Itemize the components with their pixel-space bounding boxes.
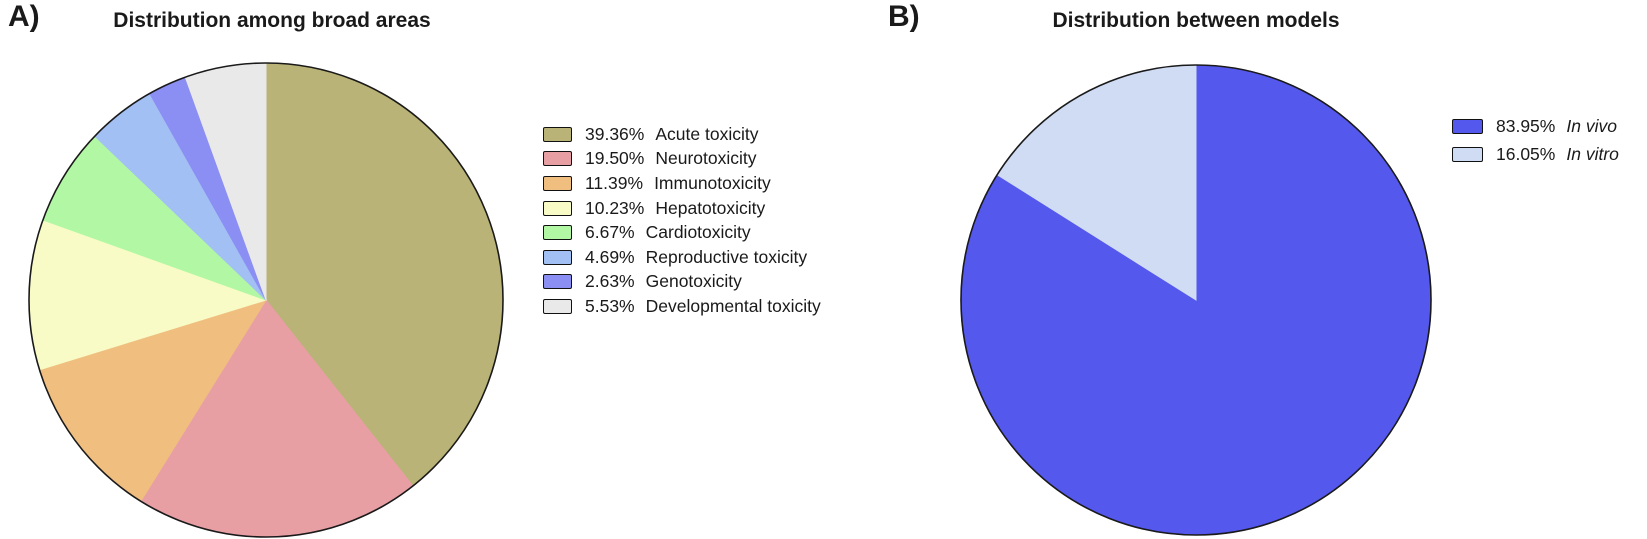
legend-item-acute-toxicity: 39.36% Acute toxicity	[543, 122, 821, 147]
legend-models: 83.95% In vivo 16.05% In vitro	[1452, 112, 1619, 169]
legend-item-in-vitro: 16.05% In vitro	[1452, 141, 1619, 170]
legend-item-genotoxicity: 2.63% Genotoxicity	[543, 270, 821, 295]
legend-item-reproductive-toxicity: 4.69% Reproductive toxicity	[543, 245, 821, 270]
legend-swatch	[543, 225, 572, 241]
legend-label: Genotoxicity	[645, 271, 742, 292]
legend-swatch	[543, 274, 572, 290]
pie-chart-models	[960, 64, 1432, 536]
legend-percent: 11.39%	[585, 172, 644, 193]
legend-label: Cardiotoxicity	[645, 222, 751, 243]
legend-swatch	[543, 151, 572, 167]
legend-percent: 4.69%	[585, 246, 635, 267]
pie-outline	[28, 62, 504, 538]
legend-label: Immunotoxicity	[654, 172, 771, 193]
legend-percent: 5.53%	[585, 295, 635, 316]
chart-title-models: Distribution between models	[1052, 9, 1340, 32]
legend-item-developmental-toxicity: 5.53% Developmental toxicity	[543, 294, 821, 319]
legend-label: Acute toxicity	[655, 123, 759, 144]
legend-percent: 2.63%	[585, 271, 635, 292]
legend-item-cardiotoxicity: 6.67% Cardiotoxicity	[543, 220, 821, 245]
legend-swatch	[543, 175, 572, 191]
legend-swatch	[1452, 147, 1483, 163]
legend-label: Developmental toxicity	[645, 295, 821, 316]
legend-swatch	[543, 249, 572, 265]
legend-label: In vivo	[1566, 115, 1617, 136]
pie-chart-broad-areas	[28, 62, 504, 538]
legend-percent: 39.36%	[585, 123, 645, 144]
legend-label: Reproductive toxicity	[645, 246, 808, 267]
legend-percent: 10.23%	[585, 197, 645, 218]
legend-broad-areas: 39.36% Acute toxicity 19.50% Neurotoxicity 1…	[543, 122, 821, 319]
legend-item-hepatotoxicity: 10.23% Hepatotoxicity	[543, 196, 821, 221]
legend-label: In vitro	[1566, 144, 1619, 165]
legend-label: Neurotoxicity	[655, 148, 757, 169]
panel-label-b: B)	[888, 0, 920, 33]
legend-percent: 19.50%	[585, 148, 645, 169]
chart-title-broad-areas: Distribution among broad areas	[113, 9, 431, 32]
pie-outline	[960, 64, 1432, 536]
legend-swatch	[543, 200, 572, 216]
legend-percent: 16.05%	[1496, 144, 1556, 165]
legend-item-neurotoxicity: 19.50% Neurotoxicity	[543, 147, 821, 172]
legend-item-in-vivo: 83.95% In vivo	[1452, 112, 1619, 141]
legend-swatch	[543, 298, 572, 314]
legend-percent: 83.95%	[1496, 115, 1556, 136]
legend-percent: 6.67%	[585, 222, 635, 243]
panel-label-a: A)	[8, 0, 40, 33]
legend-swatch	[1452, 118, 1483, 134]
legend-swatch	[543, 126, 572, 142]
legend-label: Hepatotoxicity	[655, 197, 766, 218]
legend-item-immunotoxicity: 11.39% Immunotoxicity	[543, 171, 821, 196]
